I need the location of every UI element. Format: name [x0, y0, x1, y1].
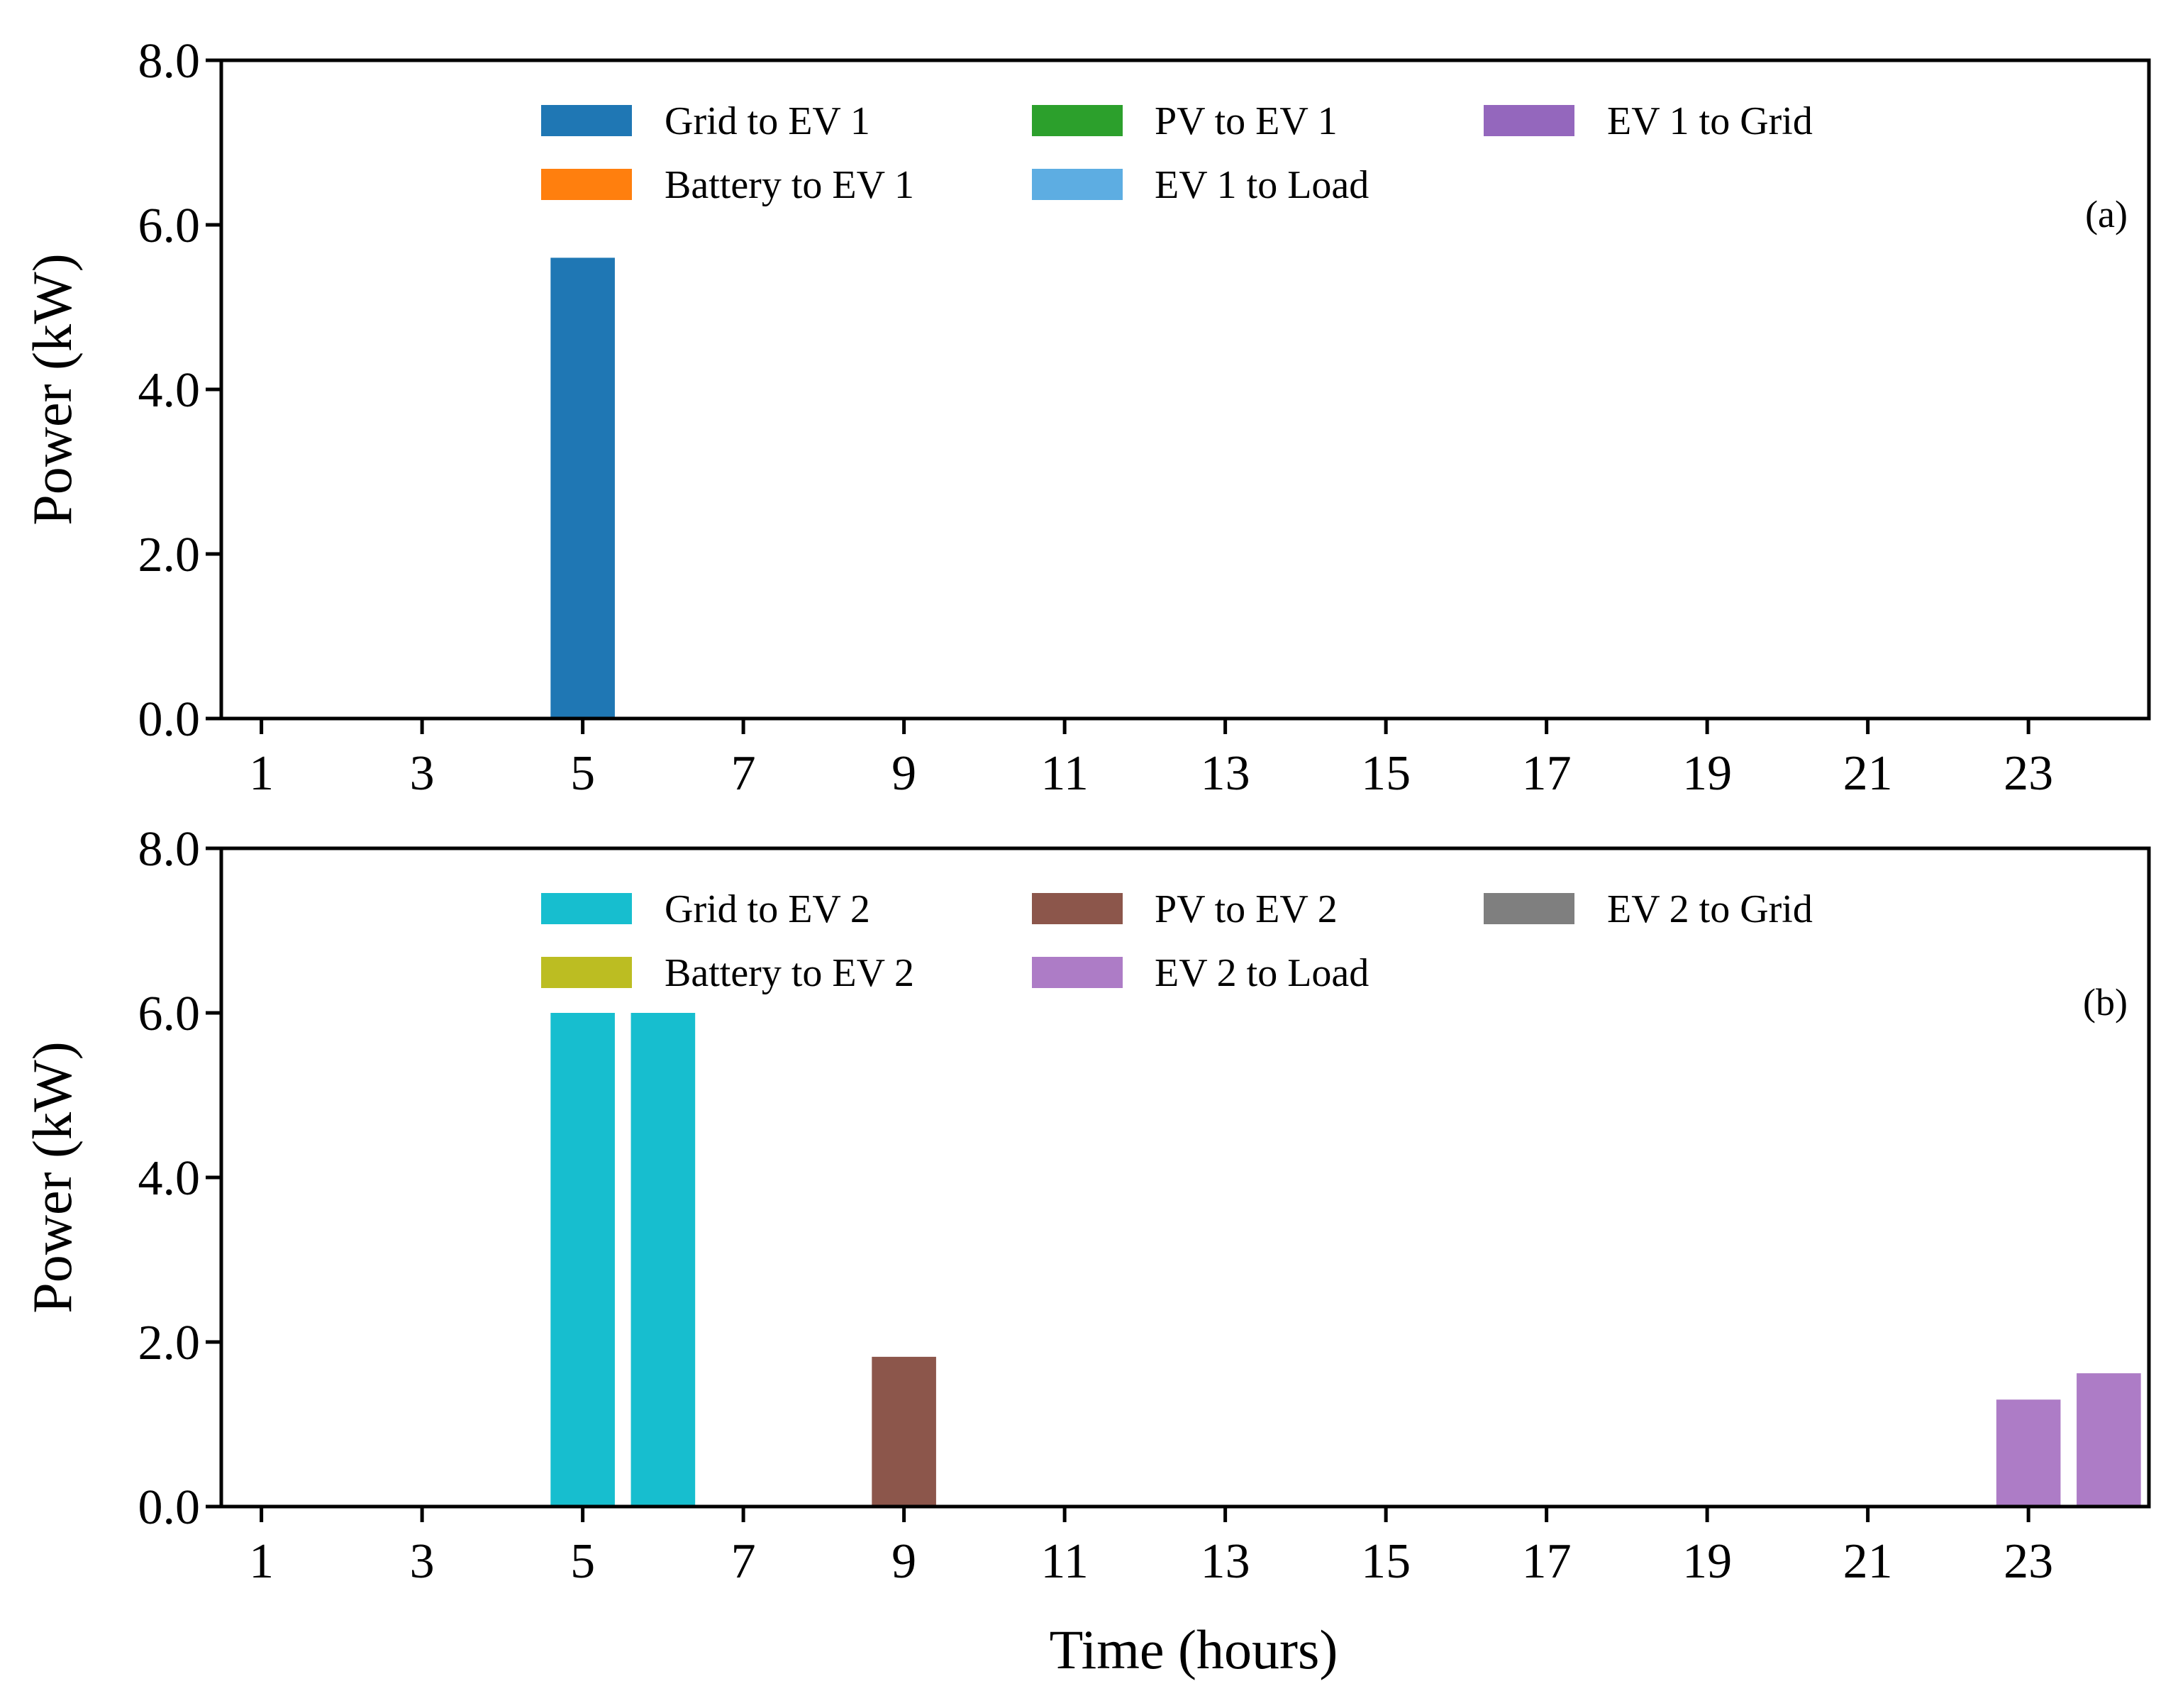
- legend-swatch: [1032, 169, 1123, 200]
- y-tick-label: 4.0: [138, 1151, 201, 1206]
- x-tick-label: 1: [249, 1534, 274, 1589]
- bar-grid-to-ev-2-t5: [550, 1013, 615, 1507]
- y-tick-label: 2.0: [138, 1316, 201, 1370]
- x-tick-label: 17: [1522, 746, 1572, 801]
- legend-label: Battery to EV 1: [665, 163, 914, 207]
- x-tick-label: 7: [731, 746, 756, 801]
- x-tick-label: 7: [731, 1534, 756, 1589]
- y-tick-label: 6.0: [138, 987, 201, 1041]
- x-tick-label: 21: [1843, 746, 1893, 801]
- x-tick-label: 17: [1522, 1534, 1572, 1589]
- legend-label: PV to EV 2: [1155, 887, 1338, 931]
- legend-swatch: [541, 105, 632, 136]
- x-tick-label: 5: [570, 746, 595, 801]
- y-tick-label: 0.0: [138, 1480, 201, 1535]
- y-tick-label: 0.0: [138, 692, 201, 747]
- panel-a: 0.02.04.06.08.01 3 5 7 9 11 13 15 17 19 21 23Power …: [21, 34, 2151, 801]
- legend: Grid to EV 2 Battery to EV 2 PV to EV 2 EV …: [541, 887, 1813, 995]
- y-axis-title: Power (kW): [21, 253, 83, 525]
- legend-label: EV 1 to Load: [1155, 163, 1369, 207]
- legend-swatch: [1032, 893, 1123, 924]
- y-tick-label: 2.0: [138, 528, 201, 582]
- x-tick-label: 15: [1361, 1534, 1411, 1589]
- legend-label: EV 2 to Load: [1155, 951, 1369, 995]
- y-tick-label: 4.0: [138, 363, 201, 418]
- x-tick-label: 23: [2004, 746, 2053, 801]
- panel-b: 0.02.04.06.08.01 3 5 7 9 11 13 15 17 19 21 23Power …: [21, 822, 2151, 1589]
- x-axis-title: Time (hours): [1050, 1619, 1338, 1680]
- legend-label: EV 1 to Grid: [1607, 99, 1813, 143]
- x-tick-label: 5: [570, 1534, 595, 1589]
- legend: Grid to EV 1 Battery to EV 1 PV to EV 1 EV …: [541, 99, 1813, 207]
- bar-grid-to-ev-1-t5: [550, 257, 615, 719]
- x-tick-label: 13: [1201, 1534, 1250, 1589]
- x-tick-label: 15: [1361, 746, 1411, 801]
- x-tick-label: 23: [2004, 1534, 2053, 1589]
- legend-swatch: [1032, 957, 1123, 988]
- y-tick-label: 8.0: [138, 822, 201, 877]
- bar-ev-2-to-load-t23: [1996, 1399, 2061, 1507]
- legend-swatch: [1484, 893, 1574, 924]
- legend-swatch: [541, 957, 632, 988]
- legend-swatch: [1484, 105, 1574, 136]
- x-tick-label: 13: [1201, 746, 1250, 801]
- bar-pv-to-ev-2-t9: [872, 1356, 936, 1507]
- legend-label: PV to EV 1: [1155, 99, 1338, 143]
- bar-ev-2-to-load-t24: [2077, 1373, 2141, 1507]
- panel-label: (a): [2085, 193, 2128, 235]
- y-tick-label: 8.0: [138, 34, 201, 89]
- legend-label: Grid to EV 2: [665, 887, 870, 931]
- legend-swatch: [541, 169, 632, 200]
- y-axis-title: Power (kW): [21, 1041, 83, 1313]
- y-tick-label: 6.0: [138, 199, 201, 253]
- x-tick-label: 3: [410, 746, 435, 801]
- x-tick-label: 19: [1682, 1534, 1732, 1589]
- legend-swatch: [541, 893, 632, 924]
- x-tick-label: 9: [891, 1534, 916, 1589]
- x-tick-label: 11: [1040, 1534, 1088, 1589]
- legend-label: Battery to EV 2: [665, 951, 914, 995]
- legend-swatch: [1032, 105, 1123, 136]
- x-tick-label: 9: [891, 746, 916, 801]
- bar-grid-to-ev-2-t6: [630, 1013, 696, 1507]
- x-tick-label: 3: [410, 1534, 435, 1589]
- legend-label: EV 2 to Grid: [1607, 887, 1813, 931]
- x-tick-label: 1: [249, 746, 274, 801]
- x-tick-label: 21: [1843, 1534, 1893, 1589]
- x-tick-label: 11: [1040, 746, 1088, 801]
- legend-label: Grid to EV 1: [665, 99, 870, 143]
- x-tick-label: 19: [1682, 746, 1732, 801]
- panel-label: (b): [2083, 981, 2128, 1024]
